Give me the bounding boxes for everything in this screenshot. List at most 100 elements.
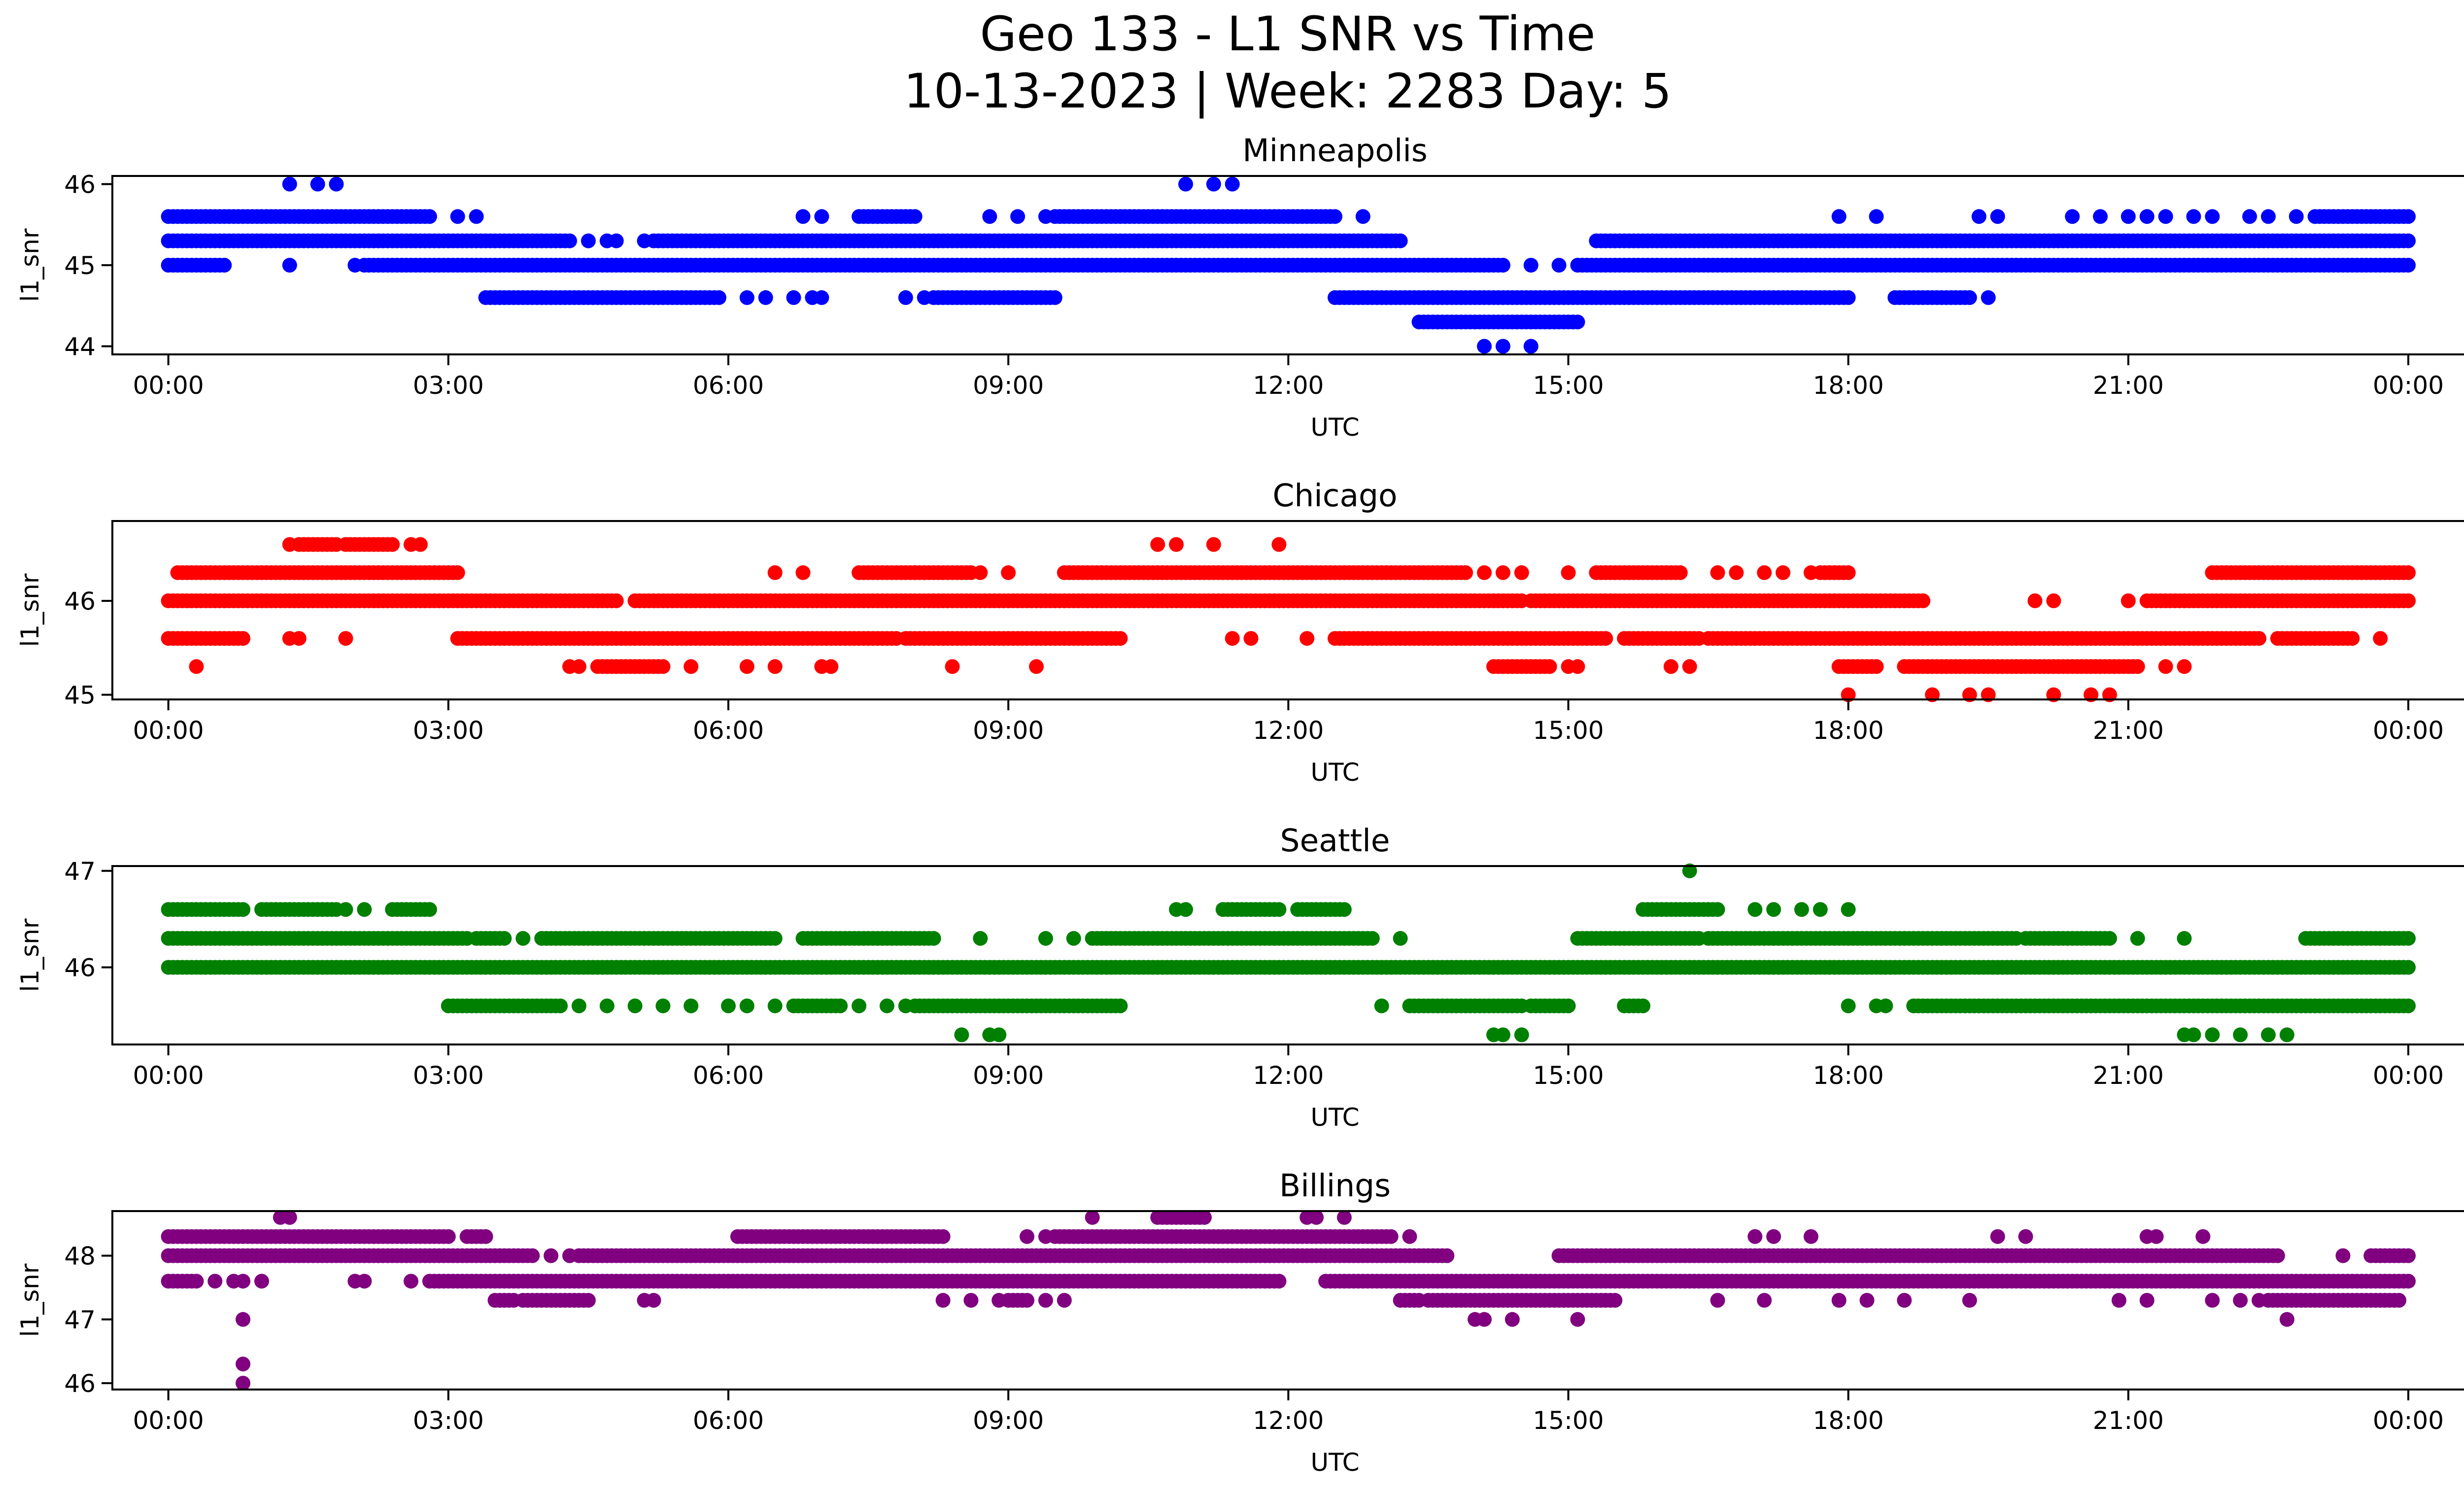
data-point xyxy=(2065,209,2080,224)
data-point xyxy=(684,998,699,1013)
subplot-title: Billings xyxy=(1279,1168,1391,1204)
data-point xyxy=(684,659,699,674)
data-point xyxy=(236,902,251,917)
data-point xyxy=(1523,339,1539,354)
data-point xyxy=(236,1376,251,1391)
data-point xyxy=(646,1293,661,1308)
data-point xyxy=(1169,537,1184,552)
y-tick-label: 45 xyxy=(64,251,96,280)
data-point xyxy=(1663,659,1678,674)
y-tick-label: 44 xyxy=(64,333,96,361)
x-tick-label: 06:00 xyxy=(693,716,764,745)
data-point xyxy=(2205,1027,2220,1043)
data-point xyxy=(1197,1210,1212,1225)
data-point xyxy=(1570,1312,1585,1327)
data-point xyxy=(1729,565,1744,580)
data-point xyxy=(1831,209,1847,224)
x-axis-label: UTC xyxy=(1310,1103,1359,1132)
data-point xyxy=(357,902,372,917)
data-point xyxy=(1271,537,1287,552)
data-point xyxy=(1916,593,1931,608)
data-point xyxy=(1813,902,1828,917)
data-point xyxy=(1225,176,1240,192)
data-point xyxy=(655,659,671,674)
data-point xyxy=(1328,209,1342,224)
data-point xyxy=(207,1274,223,1289)
data-point xyxy=(469,209,484,224)
data-point xyxy=(833,998,848,1013)
data-point xyxy=(2401,1274,2416,1289)
data-point xyxy=(1271,1274,1287,1289)
data-point xyxy=(2205,1293,2220,1308)
data-point xyxy=(1374,998,1389,1013)
data-point xyxy=(236,1312,251,1327)
data-point xyxy=(926,931,941,946)
axes-frame xyxy=(111,520,2464,700)
subplot-title: Chicago xyxy=(1272,478,1397,514)
data-point xyxy=(2233,1293,2248,1308)
data-point xyxy=(852,998,867,1013)
x-tick-label: 15:00 xyxy=(1533,371,1604,400)
data-point xyxy=(1981,290,1996,305)
data-point xyxy=(1831,1293,1847,1308)
data-point xyxy=(497,931,512,946)
data-point xyxy=(1150,537,1165,552)
data-point xyxy=(1523,258,1539,273)
y-axis-label: l1_snr xyxy=(16,228,44,302)
data-points xyxy=(161,176,2416,354)
data-point xyxy=(189,1274,204,1289)
data-point xyxy=(954,1027,969,1043)
data-point xyxy=(1001,565,1016,580)
x-tick-label: 18:00 xyxy=(1813,716,1884,745)
data-point xyxy=(1747,902,1763,917)
data-point xyxy=(404,1274,418,1289)
data-point xyxy=(879,998,894,1013)
x-tick-label: 15:00 xyxy=(1533,716,1604,745)
data-point xyxy=(1971,209,1986,224)
data-point xyxy=(1178,902,1193,917)
data-point xyxy=(553,998,568,1013)
y-axis-label: l1_snr xyxy=(16,918,44,992)
data-point xyxy=(1047,290,1062,305)
data-point xyxy=(2158,209,2173,224)
data-point xyxy=(2018,1229,2033,1244)
data-point xyxy=(1355,209,1370,224)
data-point xyxy=(310,176,325,192)
data-point xyxy=(1477,339,1492,354)
data-point xyxy=(2205,209,2220,224)
data-point xyxy=(599,998,615,1013)
data-point xyxy=(441,1229,456,1244)
data-point xyxy=(1085,1210,1100,1225)
data-point xyxy=(2335,1248,2351,1263)
data-point xyxy=(2233,1027,2248,1043)
data-point xyxy=(1570,659,1585,674)
figure-title-line-1: Geo 133 - L1 SNR vs Time xyxy=(980,6,1596,62)
data-point xyxy=(1636,998,1650,1013)
data-point xyxy=(282,258,297,273)
data-point xyxy=(814,290,829,305)
data-point xyxy=(1029,659,1044,674)
data-point xyxy=(1178,176,1193,192)
data-point xyxy=(2130,659,2145,674)
data-point xyxy=(627,998,643,1013)
data-point xyxy=(1682,659,1697,674)
x-tick-label: 09:00 xyxy=(973,716,1044,745)
data-point xyxy=(2046,593,2061,608)
data-point xyxy=(1393,233,1408,248)
data-point xyxy=(1206,537,1221,552)
data-point xyxy=(2401,258,2416,273)
data-point xyxy=(2345,631,2360,646)
data-point xyxy=(450,209,465,224)
data-point xyxy=(1066,931,1081,946)
data-points xyxy=(161,863,2416,1043)
data-point xyxy=(1803,1229,1818,1244)
data-point xyxy=(739,290,754,305)
data-point xyxy=(2392,1293,2406,1308)
data-point xyxy=(767,659,783,674)
data-point xyxy=(1309,1210,1324,1225)
x-tick-label: 00:00 xyxy=(133,716,204,745)
